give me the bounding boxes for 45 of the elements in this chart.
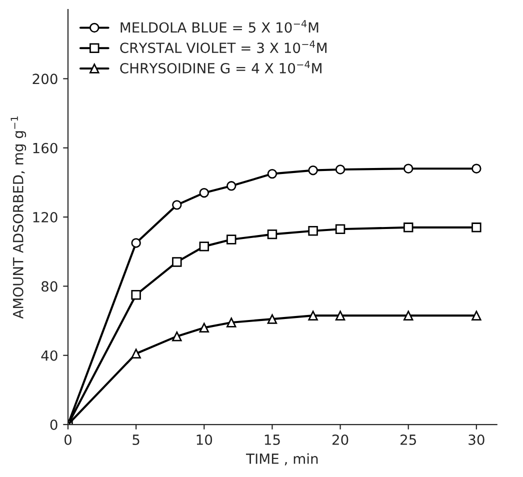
y-tick-label: 80 (42, 281, 58, 292)
point (335, 224, 346, 234)
point (267, 229, 278, 240)
point (199, 322, 209, 333)
point (199, 188, 209, 198)
point (403, 164, 414, 174)
point (172, 331, 182, 342)
point (472, 164, 482, 174)
y-tick-label: 160 (33, 142, 58, 154)
point (172, 257, 182, 267)
y-tick-label: 120 (33, 212, 58, 223)
legend-label: MELDOLA BLUE = 5 X 10$^{−4}$M (120, 20, 318, 33)
x-tick-label: 20 (332, 434, 348, 446)
legend-label: CHRYSOIDINE G = 4 X 10$^{−4}$M (120, 60, 322, 74)
point (335, 164, 346, 174)
x-tick-label: 30 (468, 434, 484, 446)
point (267, 314, 278, 324)
point (472, 310, 482, 320)
point (131, 238, 141, 248)
point (131, 348, 141, 358)
point (403, 222, 414, 232)
y-tick-label: 200 (32, 74, 58, 84)
y-tick-label: 40 (41, 350, 58, 361)
point (308, 165, 318, 176)
point (335, 310, 346, 320)
y-tick-label: 0 (50, 420, 58, 430)
y-axis-title: AMOUNT ADSORBED, mg g$^{−1}$ (10, 116, 26, 319)
point (308, 226, 318, 236)
x-tick-label: 0 (64, 434, 72, 446)
point (308, 310, 318, 320)
point (267, 168, 278, 179)
x-axis-title: TIME , min (246, 453, 318, 466)
x-tick-label: 5 (132, 434, 140, 446)
x-tick-label: 15 (264, 434, 280, 446)
point (226, 234, 236, 244)
point (131, 290, 141, 300)
point (226, 318, 236, 328)
point (199, 242, 209, 252)
x-tick-label: 25 (400, 434, 416, 446)
point (472, 222, 482, 232)
legend-label: CRYSTAL VIOLET = 3 X 10$^{−4}$M (120, 40, 326, 54)
point (172, 200, 182, 210)
point (226, 181, 236, 191)
point (403, 310, 414, 320)
x-tick-label: 10 (196, 434, 212, 446)
